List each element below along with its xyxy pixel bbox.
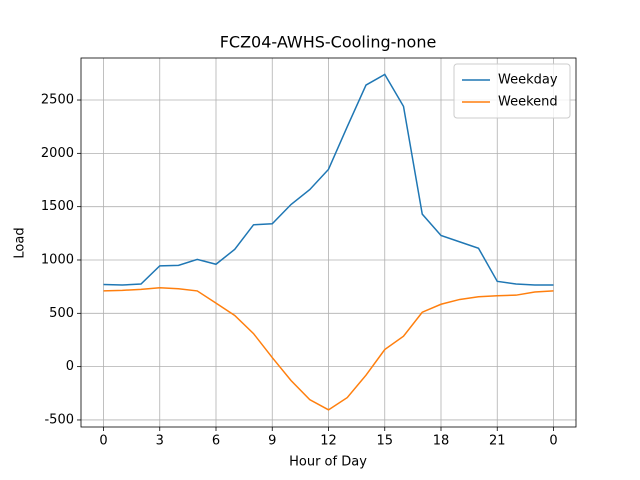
x-tick-label: 15	[376, 434, 393, 449]
y-tick-label: 0	[66, 359, 74, 374]
y-tick-label: -500	[44, 412, 74, 427]
legend-box	[453, 63, 571, 119]
y-tick-label: 2000	[41, 146, 74, 161]
x-tick-label: 0	[99, 434, 107, 449]
y-tick-label: 2500	[41, 93, 74, 108]
x-tick-label: 3	[156, 434, 164, 449]
y-tick-label: 500	[49, 306, 74, 321]
data-line	[103, 286, 554, 411]
x-tick-label: 12	[320, 434, 337, 449]
legend-label: Weekday	[498, 73, 558, 88]
legend-label: Weekend	[498, 95, 558, 110]
y-axis-label: Load	[13, 227, 28, 258]
x-tick-label: 0	[549, 434, 557, 449]
y-tick-label: 1000	[41, 252, 74, 267]
data-line	[103, 73, 554, 286]
x-tick-label: 21	[489, 434, 506, 449]
y-tick-label: 1500	[41, 199, 74, 214]
x-tick-label: 18	[433, 434, 450, 449]
x-axis-label: Hour of Day	[289, 455, 367, 470]
chart-title: FCZ04-AWHS-Cooling-none	[220, 33, 437, 52]
x-tick-label: 9	[268, 434, 276, 449]
plot-frame	[80, 57, 577, 428]
x-tick-label: 6	[212, 434, 220, 449]
